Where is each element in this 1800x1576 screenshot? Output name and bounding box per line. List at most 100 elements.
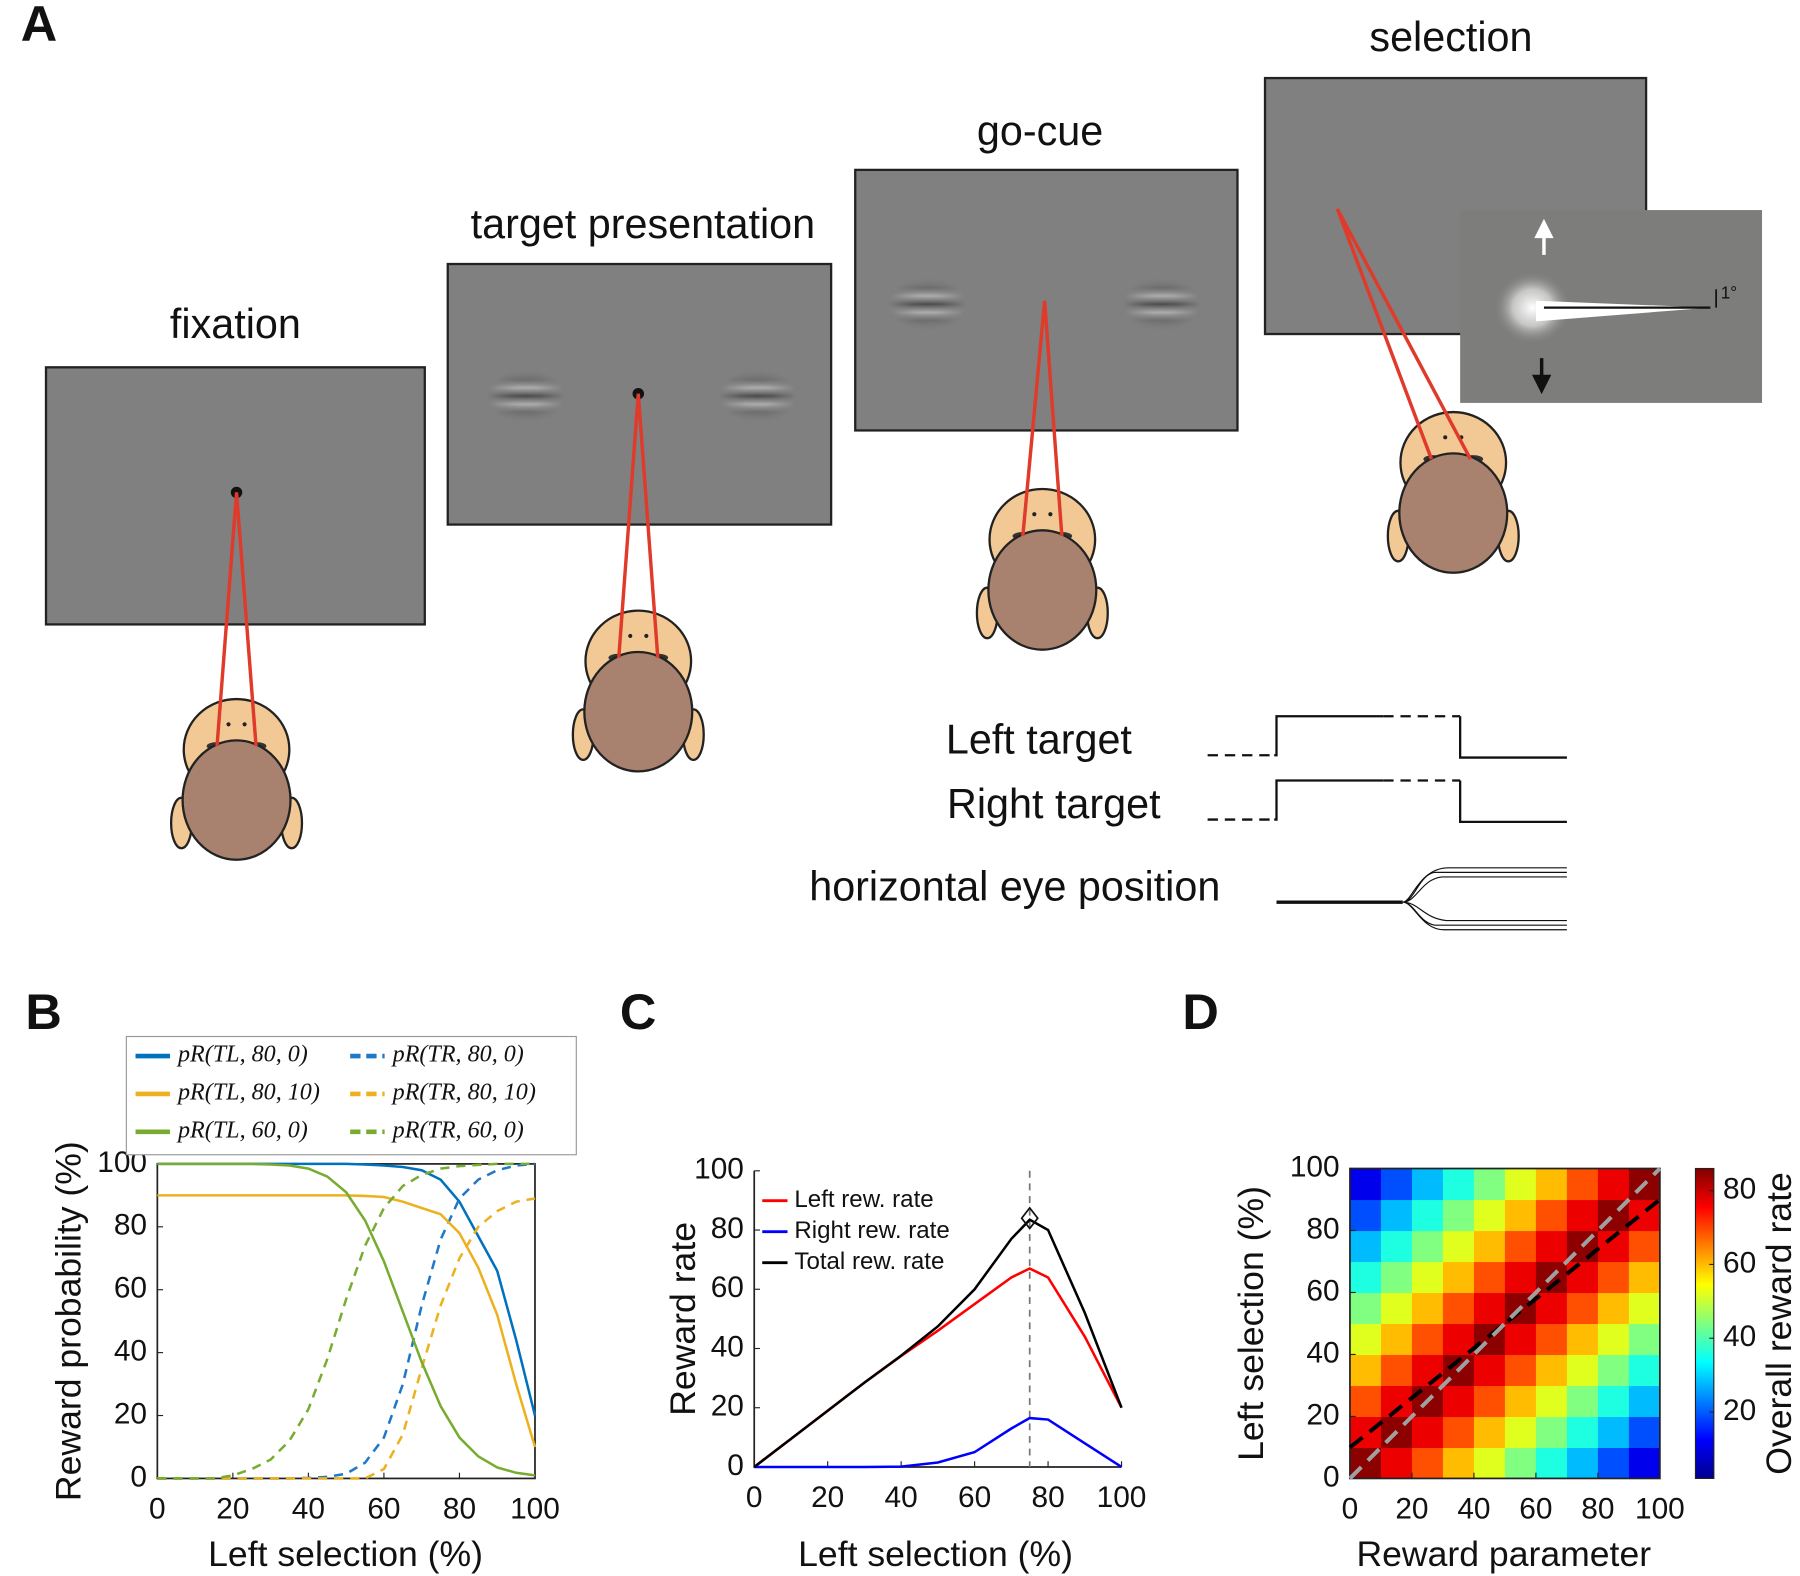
- heat-cell: [1566, 1385, 1599, 1418]
- heat-cell: [1349, 1168, 1382, 1201]
- heat-cell: [1442, 1199, 1475, 1232]
- heat-cell: [1597, 1292, 1630, 1325]
- y-axis-label: Reward rate: [663, 1222, 703, 1416]
- heat-cell: [1628, 1323, 1661, 1356]
- heat-cell: [1628, 1230, 1661, 1263]
- x-tick-label: 20: [811, 1481, 844, 1514]
- heat-cell: [1535, 1292, 1568, 1325]
- heat-cell: [1473, 1261, 1506, 1294]
- heat-cell: [1597, 1385, 1630, 1418]
- heat-cell: [1380, 1292, 1413, 1325]
- axes-box: [156, 1163, 536, 1480]
- series-line: [753, 1267, 1123, 1468]
- heat-cell: [1442, 1292, 1475, 1325]
- heat-cell: [1473, 1416, 1506, 1449]
- heat-cell: [1504, 1261, 1537, 1294]
- heat-cell: [1380, 1261, 1413, 1294]
- colorbar-tick-label: 60: [1723, 1246, 1756, 1279]
- arrow-down: [1531, 358, 1552, 395]
- heat-cell: [1504, 1447, 1537, 1480]
- x-axis-label: Left selection (%): [798, 1534, 1073, 1574]
- x-tick-label: 100: [1097, 1481, 1147, 1514]
- heat-cell: [1566, 1447, 1599, 1480]
- y-tick-label: 0: [130, 1460, 147, 1493]
- arrow-up: [1534, 218, 1554, 255]
- heat-cell: [1473, 1354, 1506, 1387]
- heat-cell: [1566, 1261, 1599, 1294]
- heat-cell: [1411, 1168, 1444, 1201]
- y-tick-label: 80: [1306, 1212, 1339, 1245]
- y-tick-label: 60: [711, 1271, 744, 1304]
- heat-cell: [1380, 1168, 1413, 1201]
- heat-cell: [1597, 1416, 1630, 1449]
- x-tick-label: 0: [1342, 1492, 1359, 1525]
- legend-label: Left rew. rate: [794, 1186, 933, 1213]
- heat-cell: [1349, 1323, 1382, 1356]
- series-line: [157, 1162, 537, 1416]
- gaze-line: [1021, 300, 1064, 537]
- heat-cell: [1411, 1199, 1444, 1232]
- x-tick-label: 80: [1581, 1492, 1614, 1525]
- series-line: [157, 1194, 537, 1448]
- stage-title: go-cue: [977, 108, 1103, 154]
- legend-label: Total rew. rate: [794, 1248, 944, 1275]
- heat-cell: [1473, 1447, 1506, 1480]
- gabor-target: [1123, 277, 1201, 332]
- y-tick-label: 80: [711, 1212, 744, 1245]
- heat-cell: [1628, 1292, 1661, 1325]
- x-tick-label: 60: [1519, 1492, 1552, 1525]
- heat-cell: [1411, 1261, 1444, 1294]
- heat-cell: [1535, 1354, 1568, 1387]
- x-tick-label: 100: [510, 1492, 560, 1525]
- heat-cell: [1628, 1385, 1661, 1418]
- colorbar-label: Overall reward rate: [1759, 1172, 1799, 1475]
- heat-cell: [1473, 1199, 1506, 1232]
- heat-cell: [1566, 1168, 1599, 1201]
- y-tick-label: 40: [114, 1335, 147, 1368]
- series-line: [157, 1197, 536, 1480]
- colorbar-tick-label: 80: [1723, 1173, 1756, 1206]
- heat-cell: [1628, 1447, 1661, 1480]
- y-tick-label: 100: [694, 1153, 744, 1186]
- heat-cell: [1566, 1199, 1599, 1232]
- heat-cell: [1411, 1230, 1444, 1263]
- heat-cell: [1411, 1447, 1444, 1480]
- gaze-line: [215, 492, 258, 747]
- head: [169, 697, 304, 861]
- heat-cell: [1380, 1323, 1413, 1356]
- y-tick-label: 20: [711, 1390, 744, 1423]
- timing-lines: [1207, 715, 1567, 931]
- heat-cell: [1504, 1354, 1537, 1387]
- gabor-target: [719, 368, 797, 423]
- heat-cell: [1411, 1354, 1444, 1387]
- heat-cell: [1566, 1354, 1599, 1387]
- heat-cell: [1504, 1385, 1537, 1418]
- heat-cell: [1442, 1416, 1475, 1449]
- heat-cell: [1628, 1261, 1661, 1294]
- y-tick-label: 40: [711, 1330, 744, 1363]
- heat-cell: [1380, 1447, 1413, 1480]
- target-glow: [1493, 270, 1572, 345]
- y-axis-label: Reward probability (%): [49, 1141, 89, 1501]
- y-axis-label: Left selection (%): [1231, 1186, 1271, 1461]
- heat-cell: [1504, 1168, 1537, 1201]
- heat-cell: [1535, 1230, 1568, 1263]
- colorbar-tick-label: 40: [1723, 1320, 1756, 1353]
- x-tick-label: 20: [216, 1492, 249, 1525]
- heat-cell: [1349, 1261, 1382, 1294]
- axes-lines: [753, 1170, 1122, 1468]
- heat-cell: [1349, 1385, 1382, 1418]
- x-tick-label: 80: [1031, 1481, 1064, 1514]
- heat-cell: [1566, 1416, 1599, 1449]
- y-tick-label: 20: [114, 1397, 147, 1430]
- legend-label: pR(TL, 80, 10): [176, 1079, 320, 1105]
- heat-cell: [1411, 1323, 1444, 1356]
- heat-cell: [1535, 1385, 1568, 1418]
- saccade-traces: [1535, 300, 1711, 322]
- timing-label: Left target: [946, 717, 1133, 763]
- heat-cell: [1349, 1199, 1382, 1232]
- heat-cell: [1504, 1323, 1537, 1356]
- heat-cell: [1566, 1292, 1599, 1325]
- legend-label: pR(TR, 80, 0): [391, 1042, 524, 1068]
